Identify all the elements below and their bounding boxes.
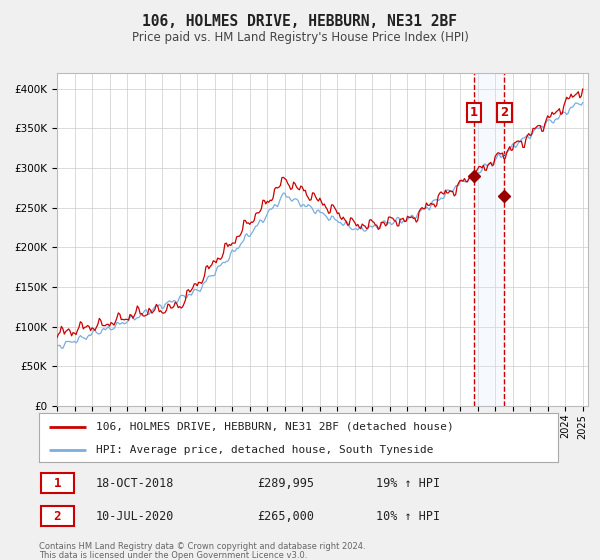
Text: HPI: Average price, detached house, South Tyneside: HPI: Average price, detached house, Sout… [96, 445, 434, 455]
Bar [474, 73, 504, 406]
Text: Price paid vs. HM Land Registry's House Price Index (HPI): Price paid vs. HM Land Registry's House … [131, 31, 469, 44]
Text: £289,995: £289,995 [257, 477, 314, 489]
Text: £265,000: £265,000 [257, 510, 314, 522]
Text: 106, HOLMES DRIVE, HEBBURN, NE31 2BF (detached house): 106, HOLMES DRIVE, HEBBURN, NE31 2BF (de… [96, 422, 454, 432]
Text: 10-JUL-2020: 10-JUL-2020 [96, 510, 175, 522]
Text: 18-OCT-2018: 18-OCT-2018 [96, 477, 175, 489]
Text: Contains HM Land Registry data © Crown copyright and database right 2024.: Contains HM Land Registry data © Crown c… [39, 542, 365, 550]
Text: This data is licensed under the Open Government Licence v3.0.: This data is licensed under the Open Gov… [39, 551, 307, 560]
Text: 106, HOLMES DRIVE, HEBBURN, NE31 2BF: 106, HOLMES DRIVE, HEBBURN, NE31 2BF [143, 14, 458, 29]
Text: 10% ↑ HPI: 10% ↑ HPI [376, 510, 440, 522]
Text: 1: 1 [53, 477, 61, 489]
Text: 1: 1 [470, 106, 478, 119]
FancyBboxPatch shape [41, 473, 74, 493]
Text: 19% ↑ HPI: 19% ↑ HPI [376, 477, 440, 489]
Text: 2: 2 [53, 510, 61, 522]
Text: 2: 2 [500, 106, 508, 119]
FancyBboxPatch shape [41, 506, 74, 526]
